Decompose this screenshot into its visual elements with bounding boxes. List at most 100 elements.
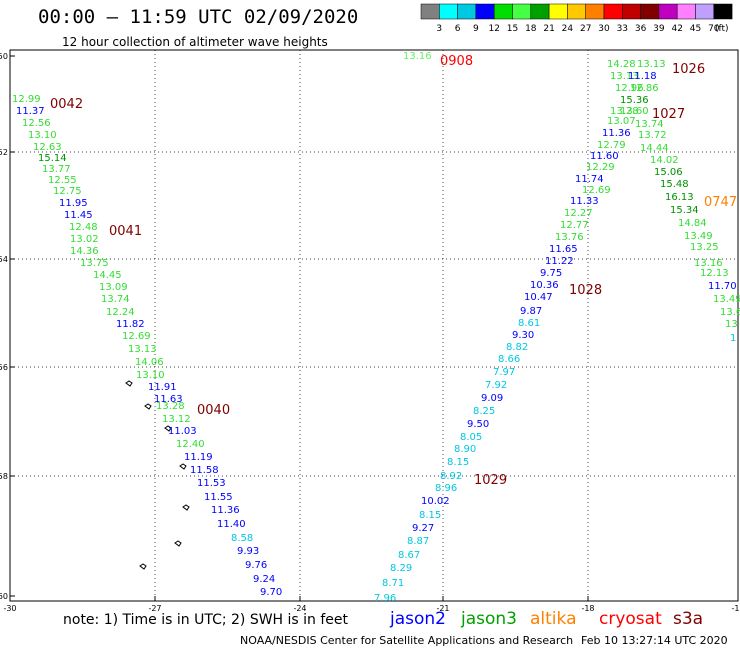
wave-height-label: 11.95 (59, 198, 88, 209)
wave-height-label: 12.48 (69, 222, 98, 233)
wave-height-label: 13.25 (690, 242, 719, 253)
wave-height-label: 13.28 (610, 106, 639, 117)
wave-height-label: 16.13 (665, 192, 694, 203)
wave-height-label: 11.36 (211, 505, 240, 516)
wave-height-label: 13.28 (156, 401, 185, 412)
wave-height-label: 13.02 (70, 234, 99, 245)
lon-tick-label: -24 (293, 604, 306, 613)
wave-height-label: 8.58 (231, 533, 253, 544)
wave-height-label: 12.24 (106, 307, 135, 318)
wave-height-label: 8.87 (407, 536, 429, 547)
scale-label: 12 (488, 24, 499, 34)
wave-height-label: 11.36 (602, 128, 631, 139)
wave-height-label: 12.13 (700, 268, 729, 279)
lon-tick-label: -30 (3, 604, 16, 613)
wave-height-label: 9.30 (512, 330, 534, 341)
lat-tick-label: -52 (0, 148, 8, 157)
wave-height-label: 12.69 (122, 331, 151, 342)
wave-height-label: 12.86 (630, 83, 659, 94)
orbit-time-label: 0041 (109, 224, 142, 239)
scale-label: 24 (562, 24, 574, 34)
scale-label: 45 (690, 24, 701, 34)
wave-height-label: 7.92 (485, 380, 507, 391)
wave-height-label: 9.50 (467, 419, 489, 430)
scale-label: 70 (708, 24, 720, 34)
wave-height-label: 11.65 (549, 244, 578, 255)
wave-height-label: 10.36 (530, 280, 559, 291)
wave-height-label: 13.10 (28, 130, 57, 141)
lat-tick-label: -54 (0, 255, 8, 264)
scale-label: 30 (598, 24, 610, 34)
legend-cryosat: cryosat (599, 609, 662, 629)
lat-tick-label: -56 (0, 363, 8, 372)
island-outline (182, 504, 190, 511)
wave-height-label: 9.27 (412, 523, 434, 534)
wave-height-label: 8.66 (498, 354, 520, 365)
lon-tick-label: -27 (148, 604, 161, 613)
wave-height-label: 15.48 (660, 179, 689, 190)
wave-height-label: 10.47 (524, 292, 553, 303)
orbit-time-label: 0908 (440, 54, 473, 69)
orbit-time-label: 1026 (672, 62, 705, 77)
wave-height-label: 15.36 (620, 95, 649, 106)
wave-height-label: 11.74 (575, 174, 604, 185)
wave-height-label: 8.15 (447, 457, 469, 468)
scale-label: 42 (671, 24, 682, 34)
scale-label: 9 (473, 24, 479, 34)
orbit-time-label: 0747 (704, 195, 737, 210)
wave-height-label: 13.07 (607, 116, 636, 127)
wave-height-label: 13.77 (42, 164, 71, 175)
wave-height-label: 12.27 (564, 208, 593, 219)
orbit-time-label: 0040 (197, 403, 230, 418)
wave-height-label: 14.02 (650, 155, 679, 166)
wave-height-label: 11.60 (590, 151, 619, 162)
wave-height-label: 14.44 (640, 143, 669, 154)
generation-timestamp: Feb 10 13:27:14 UTC 2020 (581, 634, 728, 647)
wave-height-label: 13.13 (610, 71, 639, 82)
wave-height-label: 11.45 (64, 210, 93, 221)
wave-height-label: 11.82 (116, 319, 145, 330)
wave-height-label: 11.40 (217, 519, 246, 530)
wave-height-label: 13.74 (635, 119, 664, 130)
lon-tick-label: -15 (731, 604, 740, 613)
wave-height-label: 9.76 (245, 560, 267, 571)
wave-height-label: 8.05 (460, 432, 482, 443)
wave-height-label: 12.29 (586, 162, 615, 173)
scale-label: 36 (635, 24, 647, 34)
wave-height-label: 13.74 (101, 294, 130, 305)
wave-height-label: 8.92 (440, 471, 462, 482)
wave-height-label: 8.71 (382, 578, 404, 589)
orbit-time-label: 1028 (569, 283, 602, 298)
map-frame (9, 49, 739, 602)
wave-height-label: 11.03 (168, 426, 197, 437)
island-outline (144, 403, 152, 410)
scale-label: 27 (580, 24, 591, 34)
wave-height-label: 12.56 (22, 118, 51, 129)
wave-height-label: 15.34 (670, 205, 699, 216)
wave-height-label: 12.55 (48, 175, 77, 186)
wave-height-label: 13.13 (637, 59, 666, 70)
scale-label: 39 (653, 24, 665, 34)
scale-label: 33 (617, 24, 628, 34)
wave-height-label: 12.63 (33, 142, 62, 153)
wave-height-label: 7.97 (493, 367, 515, 378)
lon-tick-label: -21 (436, 604, 449, 613)
lat-tick-label: -60 (0, 592, 8, 601)
island-outline (164, 425, 172, 432)
scale-unit: (ft) (715, 24, 729, 34)
wave-height-label: 8.61 (518, 318, 540, 329)
wave-height-label: 9.87 (520, 306, 542, 317)
wave-height-label: 11.33 (570, 196, 599, 207)
wave-height-label: 14.45 (93, 270, 122, 281)
wave-height-label: 11.22 (545, 256, 574, 267)
wave-height-label: 8.82 (506, 342, 528, 353)
wave-height-label: 13.10 (136, 370, 165, 381)
wave-height-label: 11.53 (197, 478, 226, 489)
wave-height-label: 11.70 (708, 281, 737, 292)
wave-height-label: 8.90 (454, 444, 476, 455)
legend-jason3: jason3 (461, 609, 517, 629)
wave-height-label: 9.75 (540, 268, 562, 279)
wave-height-label: 11.18 (628, 71, 657, 82)
lat-tick-label: -50 (0, 52, 8, 61)
scale-label: 21 (543, 24, 554, 34)
